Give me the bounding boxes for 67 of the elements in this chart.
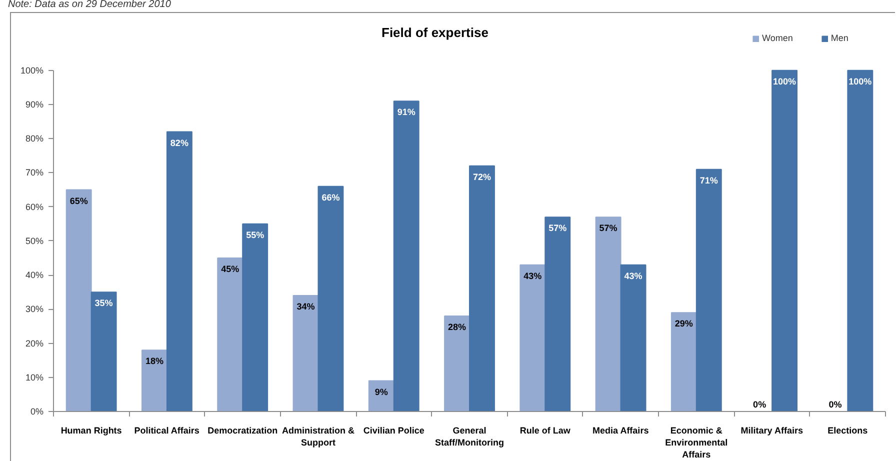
data-label: 55%: [246, 230, 264, 240]
data-label: 72%: [472, 172, 491, 182]
y-tick-label: 50%: [25, 236, 44, 246]
bar: [620, 264, 646, 412]
data-label: 35%: [94, 298, 113, 308]
data-label: 29%: [674, 318, 693, 329]
y-tick-label: 100%: [20, 65, 44, 76]
x-tick-label: Administration & Support: [282, 426, 355, 448]
legend-label: Women: [762, 33, 793, 43]
bar: [847, 70, 874, 412]
data-label: 57%: [548, 223, 567, 234]
y-tick-label: 60%: [25, 202, 44, 212]
data-label: 82%: [170, 138, 188, 148]
data-label: 91%: [397, 107, 416, 118]
bar: [772, 70, 798, 412]
data-label: 66%: [322, 192, 340, 202]
bar: [670, 312, 697, 412]
bar: [90, 292, 117, 412]
data-label: 28%: [448, 322, 466, 332]
data-label: 0%: [828, 400, 842, 410]
data-label: 71%: [700, 175, 718, 186]
data-label: 18%: [145, 356, 164, 366]
x-tick-label: Economic & Environmental Affairs: [665, 426, 728, 460]
x-tick-label: General Staff/Monitoring: [435, 426, 504, 448]
bar: [141, 350, 168, 412]
bar: [595, 216, 622, 412]
x-tick-label: Political Affairs: [134, 426, 200, 436]
data-label: 65%: [70, 196, 88, 206]
y-tick-label: 30%: [25, 304, 44, 314]
x-tick-label: Rule of Law: [520, 426, 572, 436]
bar: [696, 168, 722, 412]
x-tick-label: Human Rights: [60, 426, 122, 436]
bar: [393, 100, 420, 412]
y-tick-label: 10%: [25, 372, 44, 382]
x-tick-label: Democratization: [208, 426, 278, 436]
data-label: 100%: [773, 76, 796, 86]
data-label: 9%: [374, 386, 388, 397]
bar: [520, 264, 546, 412]
chart-title: Field of expertise: [382, 25, 488, 40]
bar: [469, 165, 495, 412]
y-tick-label: 40%: [25, 270, 44, 280]
bar: [242, 223, 268, 412]
data-label: 57%: [599, 223, 618, 234]
bar: [544, 216, 571, 412]
x-tick-label: Military Affairs: [740, 426, 803, 436]
bar: [217, 258, 244, 412]
y-tick-label: 80%: [25, 134, 44, 144]
y-tick-label: 70%: [25, 168, 44, 178]
x-tick-label: Civilian Police: [363, 426, 424, 436]
data-label: 100%: [848, 76, 872, 86]
y-tick-label: 20%: [25, 338, 44, 348]
bar: [166, 131, 192, 412]
bar: [66, 189, 92, 412]
bar: [444, 315, 470, 412]
data-label: 43%: [524, 270, 542, 281]
y-tick-label: 0%: [30, 406, 44, 416]
legend-label: Men: [830, 33, 850, 43]
data-label: 45%: [221, 264, 240, 274]
data-label: 34%: [296, 302, 315, 312]
bar: [318, 186, 344, 412]
data-label: 0%: [753, 400, 766, 410]
y-tick-label: 90%: [25, 100, 44, 110]
data-label: 43%: [624, 270, 642, 281]
bar: [292, 295, 319, 412]
text: Note: Data as on 29 December 2010: [8, 0, 171, 10]
x-tick-label: Elections: [828, 426, 868, 436]
x-tick-label: Media Affairs: [592, 426, 649, 436]
